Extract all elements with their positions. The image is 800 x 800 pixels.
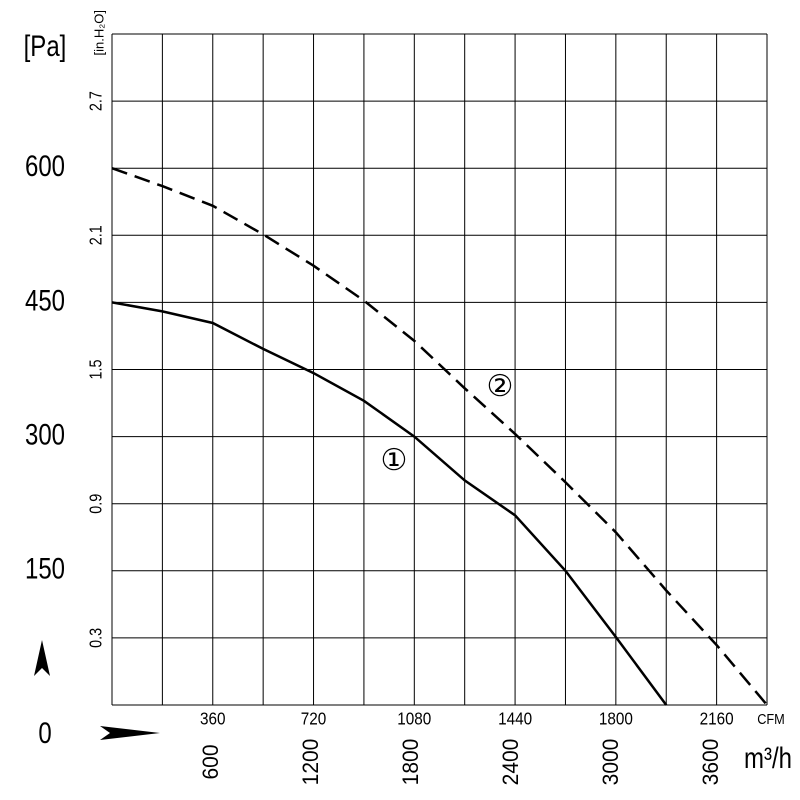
x-tick-label: 2160 <box>700 709 734 729</box>
curve-label: ② <box>487 370 514 403</box>
y2-tick-label: 1.5 <box>86 359 106 379</box>
y-tick-label: 0 <box>38 715 51 749</box>
y2-axis-label: [in.H₂O] <box>91 10 106 56</box>
y-tick-label: 150 <box>25 551 65 585</box>
x2-tick-label: 1200 <box>297 739 323 786</box>
x-tick-label: 720 <box>301 709 327 729</box>
x-tick-label: 1440 <box>498 709 532 729</box>
y2-tick-label: 2.7 <box>86 91 106 111</box>
x-tick-label: 1080 <box>397 709 431 729</box>
x2-tick-label: 3000 <box>597 739 623 786</box>
y-tick-label: 450 <box>25 283 65 317</box>
curve-label: ① <box>381 444 408 477</box>
y2-tick-label: 2.1 <box>86 225 106 245</box>
y-axis-label: [Pa] <box>24 28 67 62</box>
curve <box>111 167 768 706</box>
curve <box>111 301 668 706</box>
x2-axis-label: m³/h <box>744 740 792 774</box>
x2-tick-label: 2400 <box>497 739 523 786</box>
x-axis-label: CFM <box>757 710 785 727</box>
right-arrow <box>100 726 160 740</box>
y2-tick-label: 0.9 <box>86 494 106 514</box>
x2-tick-label: 600 <box>197 744 223 779</box>
y2-tick-label: 0.3 <box>86 628 106 648</box>
x-tick-label: 1800 <box>599 709 633 729</box>
up-arrow <box>34 640 50 676</box>
y-tick-label: 600 <box>25 149 65 183</box>
x-tick-label: 360 <box>200 709 226 729</box>
x2-tick-label: 3600 <box>697 739 723 786</box>
x2-tick-label: 1800 <box>397 739 423 786</box>
y-tick-label: 300 <box>25 417 65 451</box>
